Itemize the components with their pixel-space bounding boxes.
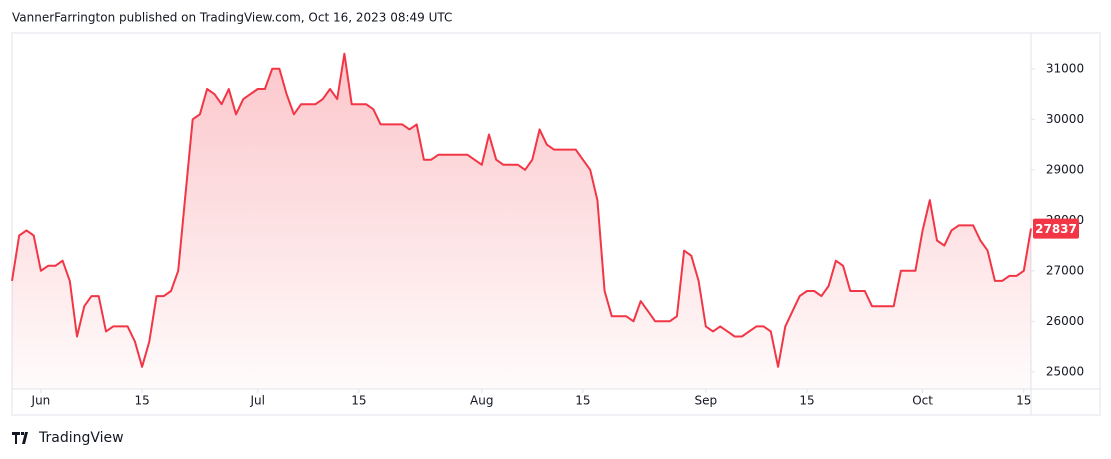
price-line (11, 52, 1032, 368)
x-tick-label: 15 (351, 394, 366, 408)
last-price-label: 27837 (1035, 222, 1077, 236)
x-tick-label: Jul (249, 394, 264, 408)
area-fill (12, 53, 1031, 388)
x-tick-label: Aug (470, 394, 493, 408)
x-tick-label: 15 (134, 394, 149, 408)
y-tick-label: 27000 (1046, 263, 1084, 277)
last-price-box (1033, 218, 1079, 239)
x-tick-label: Sep (694, 394, 717, 408)
x-tick-label: Jun (31, 394, 51, 408)
logo: TradingView (12, 430, 124, 446)
x-tick-label: 15 (575, 394, 590, 408)
header: VannerFarrington published on TradingVie… (12, 11, 452, 25)
x-tick-label: 15 (799, 394, 814, 408)
y-tick-label: 26000 (1046, 314, 1084, 328)
y-tick-label: 25000 (1046, 364, 1084, 378)
y-tick-label: 29000 (1046, 162, 1084, 176)
frame (11, 32, 1101, 416)
x-tick-label: 15 (1016, 394, 1031, 408)
y-tick-label: 31000 (1046, 61, 1084, 75)
y-tick-label: 30000 (1046, 112, 1084, 126)
x-tick-label: Oct (912, 394, 933, 408)
brand: TradingView (38, 430, 124, 446)
